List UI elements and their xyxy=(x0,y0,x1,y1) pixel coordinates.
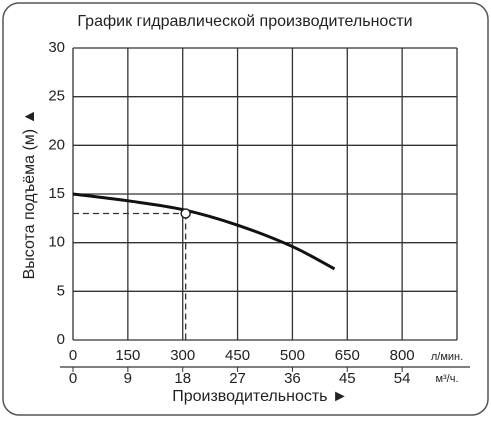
x2-tick-label: 27 xyxy=(229,370,246,387)
chart-title: График гидравлической производительности xyxy=(77,13,412,30)
y-tick-label: 15 xyxy=(48,185,65,202)
x-tick-label: 450 xyxy=(225,347,250,364)
y-tick-label: 10 xyxy=(48,234,65,251)
y-tick-label: 25 xyxy=(48,88,65,105)
x2-tick-label: 9 xyxy=(124,370,132,387)
x-tick-label: 500 xyxy=(280,347,305,364)
y-tick-label: 30 xyxy=(48,39,65,56)
pump-curve xyxy=(72,192,336,271)
x2-unit: м³/ч. xyxy=(435,373,458,385)
y-tick-label: 5 xyxy=(57,282,65,299)
x2-tick-label: 45 xyxy=(339,370,356,387)
x-axis-title: Производительность ► xyxy=(172,388,348,405)
frame xyxy=(2,2,489,416)
x-unit: л/мин. xyxy=(431,351,463,363)
x2-tick-label: 54 xyxy=(394,370,411,387)
x-tick-label: 800 xyxy=(390,347,415,364)
y-axis-title: Высота подъёма (м) ▲ xyxy=(21,109,38,280)
x-tick-label: 650 xyxy=(335,347,360,364)
x2-tick-label: 0 xyxy=(69,370,77,387)
x2-tick-label: 18 xyxy=(174,370,191,387)
y-tick-label: 20 xyxy=(48,136,65,153)
x-tick-label: 0 xyxy=(69,347,77,364)
operating-point xyxy=(180,208,191,219)
y-tick-label: 0 xyxy=(57,331,65,348)
x-tick-label: 300 xyxy=(170,347,195,364)
x-tick-label: 150 xyxy=(115,347,140,364)
x2-tick-label: 36 xyxy=(284,370,301,387)
